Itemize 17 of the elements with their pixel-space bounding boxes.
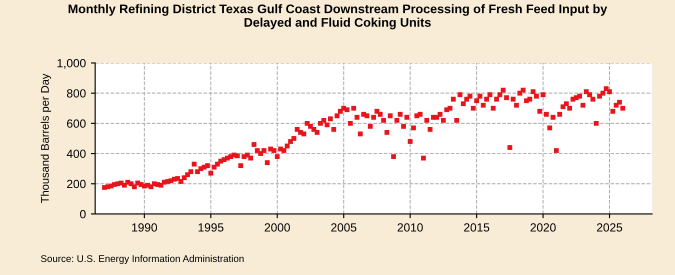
y-tick-label: 800 bbox=[66, 89, 86, 98]
y-tick-label: 600 bbox=[67, 119, 86, 128]
source-note: Source: U.S. Energy Information Administration bbox=[40, 254, 244, 264]
x-tick-label: 2010 bbox=[398, 223, 423, 232]
y-tick-label: 200 bbox=[67, 180, 86, 188]
x-tick-label: 1995 bbox=[198, 223, 224, 232]
x-tick-label: 1990 bbox=[132, 223, 158, 232]
y-tick-label: 1,000 bbox=[58, 59, 86, 69]
y-tick-label: 0 bbox=[80, 210, 86, 218]
chart-title: Monthly Refining District Texas Gulf Coast Downstream Processing of Fresh Feed Input by Delayed and Fluid Coking Units bbox=[68, 4, 608, 30]
y-tick-label: 400 bbox=[66, 150, 86, 158]
y-axis-title: Thousand Barrels per Day bbox=[40, 74, 52, 204]
x-tick-label: 2020 bbox=[530, 223, 556, 232]
x-tick-label: 2015 bbox=[464, 223, 490, 232]
x-tick-label: 2000 bbox=[264, 223, 290, 232]
x-tick-label: 2025 bbox=[596, 223, 622, 232]
x-tick-label: 2005 bbox=[331, 223, 356, 232]
